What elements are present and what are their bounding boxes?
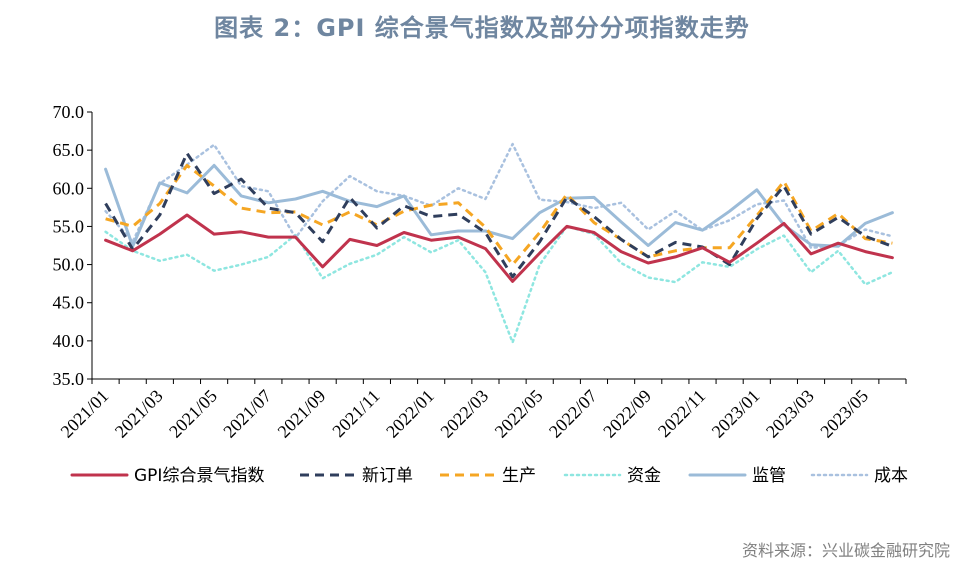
legend-label-cost: 成本 <box>874 466 908 486</box>
y-tick-label: 65.0 <box>53 140 85 160</box>
legend-label-capital: 资金 <box>627 466 661 486</box>
x-tick-label: 2022/05 <box>491 386 547 442</box>
y-tick-label: 50.0 <box>53 255 85 275</box>
x-tick-label: 2023/03 <box>762 386 818 442</box>
x-tick-label: 2022/01 <box>382 386 438 442</box>
series-line-supervision <box>104 163 894 248</box>
series-line-new-orders <box>104 151 893 279</box>
series-lines <box>104 142 894 344</box>
legend: GPI综合景气指数 新订单 生产 资金 监管 成本 <box>70 466 908 486</box>
source-note: 资料来源：兴业碳金融研究院 <box>741 541 950 560</box>
x-tick-label: 2021/09 <box>274 386 330 442</box>
legend-label-gpi: GPI综合景气指数 <box>134 466 264 486</box>
x-tick-label: 2021/01 <box>57 386 113 442</box>
axes: 35.040.045.050.055.060.065.070.02021/012… <box>53 102 907 442</box>
x-tick-label: 2022/07 <box>545 386 601 442</box>
series-line-production <box>105 163 893 267</box>
chart-title: 图表 2：GPI 综合景气指数及部分分项指数走势 <box>214 14 750 42</box>
legend-label-supervision: 监管 <box>752 466 786 486</box>
x-tick-label: 2022/09 <box>599 386 655 442</box>
x-tick-label: 2023/01 <box>708 386 764 442</box>
y-tick-label: 40.0 <box>53 331 85 351</box>
series-line-capital <box>104 225 894 344</box>
x-tick-label: 2021/05 <box>165 386 221 442</box>
y-tick-label: 70.0 <box>53 102 85 122</box>
x-tick-label: 2023/05 <box>816 386 872 442</box>
legend-label-production: 生产 <box>502 466 536 486</box>
x-tick-label: 2021/11 <box>328 386 383 441</box>
series-line-cost <box>104 142 894 250</box>
x-tick-label: 2021/07 <box>219 386 275 442</box>
y-tick-label: 35.0 <box>53 369 85 389</box>
y-tick-label: 45.0 <box>53 293 85 313</box>
legend-label-new-orders: 新订单 <box>362 466 413 486</box>
y-tick-label: 55.0 <box>53 216 85 236</box>
x-tick-label: 2021/03 <box>111 386 167 442</box>
y-tick-label: 60.0 <box>53 178 85 198</box>
x-tick-label: 2022/11 <box>654 386 709 441</box>
x-tick-label: 2022/03 <box>436 386 492 442</box>
series-line-gpi <box>104 213 894 283</box>
